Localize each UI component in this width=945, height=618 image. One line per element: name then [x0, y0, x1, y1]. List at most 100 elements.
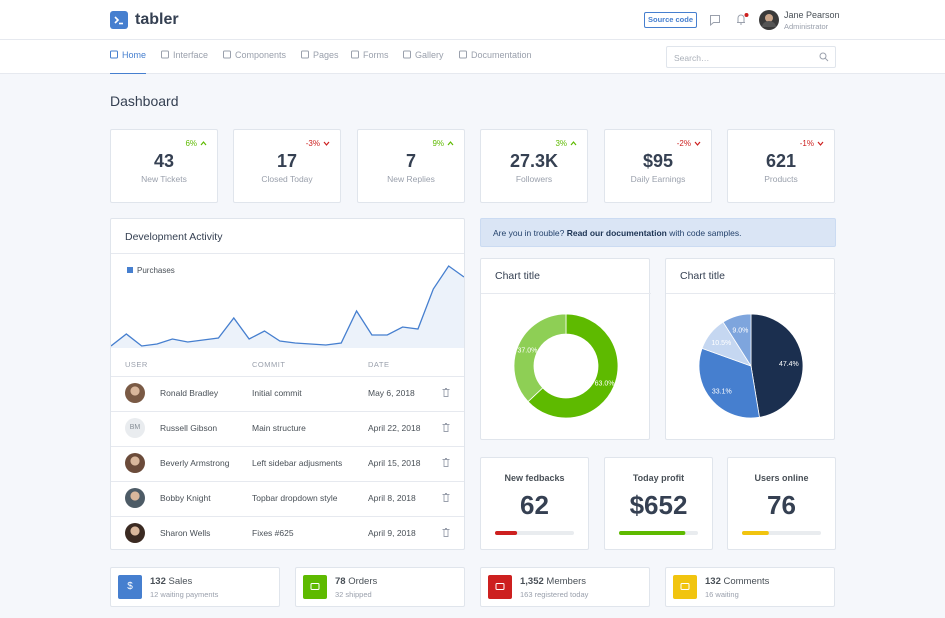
trash-shape — [442, 493, 450, 502]
nav-item[interactable]: Pages — [301, 50, 339, 74]
avatar-photo — [125, 488, 145, 508]
legend-label: Purchases — [137, 266, 175, 275]
summary-sub: 12 waiting payments — [150, 590, 219, 599]
pie-slice — [750, 313, 804, 418]
chevron-line — [694, 141, 701, 146]
user-name[interactable]: Jane Pearson — [784, 10, 840, 20]
glyph-shape — [495, 583, 505, 590]
stat-label: New Replies — [387, 174, 435, 184]
stat-change: 9% — [432, 139, 454, 148]
stat-change: -1% — [800, 139, 824, 148]
progress-title: Today profit — [632, 473, 685, 483]
nav-item[interactable]: Forms — [351, 50, 389, 74]
slice-label: 47.4% — [779, 361, 799, 368]
chat-icon[interactable] — [709, 14, 721, 26]
summary-line: 132 Comments — [705, 576, 769, 587]
nav-icon-shape — [223, 50, 231, 59]
alert-link[interactable]: Read our documentation — [566, 228, 667, 238]
summary-icon — [303, 575, 327, 599]
legend-swatch — [127, 267, 133, 273]
stat-label: Followers — [515, 174, 553, 184]
nav-icon — [403, 50, 411, 59]
card-title: Chart title — [680, 270, 725, 282]
nav-item[interactable]: Components — [223, 50, 286, 74]
nav-icon-shape — [351, 50, 359, 59]
summary-label: Sales — [168, 576, 193, 587]
summary-sub: 16 waiting — [705, 590, 739, 599]
progress-value: $652 — [629, 490, 688, 520]
stat-card: 9% 7 New Replies — [357, 129, 465, 203]
nav-item[interactable]: Gallery — [403, 50, 444, 74]
summary-count: 132 — [150, 576, 166, 587]
avatar-photo — [125, 383, 145, 403]
chevron-line — [447, 141, 454, 146]
delete-icon[interactable] — [442, 423, 450, 432]
commit-cell: Left sidebar adjusments — [252, 458, 343, 468]
slice-label: 33.1% — [712, 388, 732, 395]
stat-change-text: 3% — [555, 139, 567, 148]
summary-card: 1,352 Members 163 registered today — [480, 567, 650, 607]
stat-change-text: 6% — [185, 139, 197, 148]
user-avatar[interactable] — [759, 10, 779, 30]
trend-chevron — [817, 141, 824, 146]
nav-icon — [301, 50, 309, 59]
summary-sub: 163 registered today — [520, 590, 589, 599]
summary-label: Comments — [723, 576, 770, 587]
card-title: Chart title — [495, 270, 540, 282]
progress-fill — [495, 531, 518, 535]
slice-label: 37.0% — [518, 347, 538, 354]
nav-item[interactable]: Documentation — [459, 50, 532, 74]
chart-card: Chart title 63.0% 37.0% — [480, 258, 651, 440]
activity-card: Development Activity Purchases USER COMMIT D… — [110, 218, 465, 550]
pie-slice — [722, 313, 752, 368]
search-icon — [819, 52, 829, 62]
delete-icon[interactable] — [442, 458, 450, 467]
stat-value: 27.3K — [509, 151, 559, 171]
nav-label: Interface — [173, 50, 209, 60]
progress-bar — [742, 531, 821, 535]
progress-card: Users online 76 — [727, 457, 836, 550]
slice-label: 10.5% — [711, 340, 731, 347]
commit-cell: Main structure — [252, 423, 306, 433]
trend-chevron — [323, 141, 330, 146]
stat-label: Closed Today — [261, 174, 313, 184]
logo-text[interactable]: tabler — [135, 11, 179, 28]
summary-line: 78 Orders — [335, 576, 377, 587]
stat-change-text: 9% — [432, 139, 444, 148]
delete-icon[interactable] — [442, 528, 450, 537]
nav-icon-shape — [161, 50, 169, 59]
summary-card: 132 Comments 16 waiting — [665, 567, 835, 607]
nav-label: Home — [122, 50, 147, 60]
line — [111, 265, 464, 347]
summary-label: Members — [546, 576, 587, 587]
row-divider — [111, 376, 464, 377]
pie-slice — [698, 347, 760, 419]
nav-item[interactable]: Interface — [161, 50, 208, 74]
bell-icon[interactable] — [734, 12, 750, 26]
nav-item[interactable]: Home — [110, 50, 147, 74]
trend-chevron — [694, 141, 701, 146]
stat-label: Daily Earnings — [630, 174, 686, 184]
search-input[interactable]: Search… — [666, 46, 836, 68]
trend-chevron — [200, 141, 207, 146]
stat-value: 17 — [276, 151, 298, 171]
stat-change-text: -2% — [676, 139, 691, 148]
delete-icon[interactable] — [442, 493, 450, 502]
summary-glyph — [310, 583, 320, 590]
summary-line: 132 Sales — [150, 576, 192, 587]
logo-icon[interactable] — [110, 11, 128, 29]
summary-sub: 32 shipped — [335, 590, 372, 599]
stat-change-text: -1% — [799, 139, 814, 148]
user-role: Administrator — [784, 22, 829, 31]
summary-glyph — [495, 583, 505, 590]
card-divider — [111, 253, 464, 254]
source-code-button[interactable]: Source code — [644, 12, 697, 28]
slice-label: 9.0% — [732, 328, 748, 335]
nav-bar — [0, 40, 945, 74]
activity-chart: Purchases — [111, 265, 464, 348]
pie-slice — [527, 313, 619, 419]
alert: Are you in trouble? Read our documentati… — [480, 218, 836, 247]
nav-icon — [223, 50, 231, 59]
progress-title: Users online — [754, 473, 809, 483]
delete-icon[interactable] — [442, 388, 450, 397]
